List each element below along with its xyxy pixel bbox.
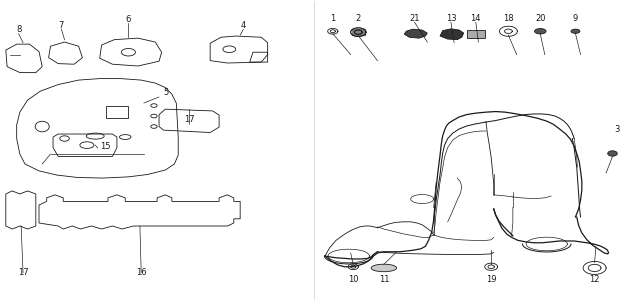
Polygon shape — [440, 29, 464, 40]
Text: 16: 16 — [136, 268, 147, 277]
Text: 21: 21 — [409, 14, 420, 23]
Text: 9: 9 — [573, 14, 578, 23]
Polygon shape — [404, 29, 428, 38]
Ellipse shape — [608, 151, 617, 156]
Ellipse shape — [534, 29, 546, 34]
Ellipse shape — [371, 264, 397, 272]
Text: 11: 11 — [379, 275, 389, 284]
Polygon shape — [467, 30, 484, 38]
Text: 8: 8 — [16, 25, 21, 34]
Text: 4: 4 — [241, 21, 246, 30]
Text: 6: 6 — [125, 15, 131, 24]
Text: 18: 18 — [503, 14, 514, 23]
Text: 5: 5 — [164, 88, 169, 97]
Text: 3: 3 — [614, 125, 620, 134]
Text: 1: 1 — [330, 14, 335, 23]
Text: 14: 14 — [470, 14, 481, 23]
Text: 2: 2 — [356, 14, 361, 23]
Text: 19: 19 — [486, 275, 497, 284]
Text: 17: 17 — [184, 115, 195, 124]
Text: 12: 12 — [589, 275, 600, 284]
Ellipse shape — [571, 29, 580, 33]
Text: 15: 15 — [100, 142, 110, 151]
Text: 20: 20 — [535, 14, 545, 23]
Text: 17: 17 — [18, 268, 28, 277]
Text: 7: 7 — [59, 21, 64, 30]
Text: 13: 13 — [445, 14, 456, 23]
Text: 10: 10 — [348, 275, 358, 284]
